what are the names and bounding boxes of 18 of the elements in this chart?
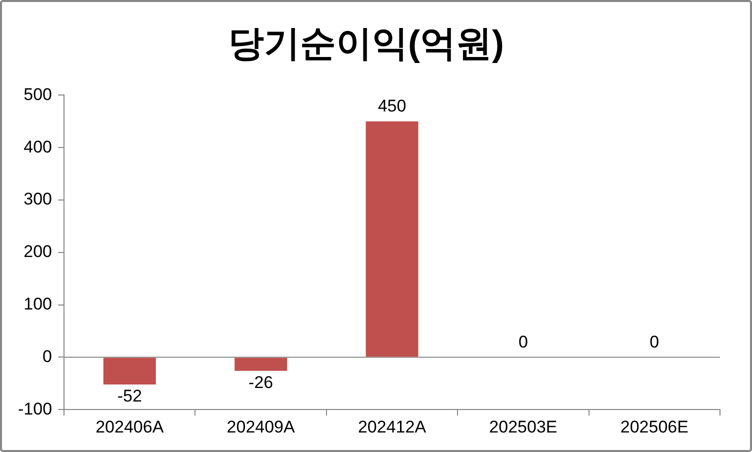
data-label: 450 (378, 96, 406, 116)
x-tick-label: 202409A (226, 417, 296, 436)
data-label: 0 (518, 332, 528, 352)
y-tick-label: 500 (24, 84, 52, 104)
x-tick-label: 202503E (489, 417, 558, 436)
y-tick-label: 300 (24, 190, 52, 209)
x-tick-label: 202412A (358, 417, 427, 436)
chart-title: 당기순이익(억원) (228, 22, 504, 64)
y-tick-label: 100 (24, 294, 52, 314)
y-tick-label: -100 (18, 399, 52, 418)
x-tick-label: 202506E (620, 417, 688, 436)
y-tick-label: 0 (42, 346, 52, 366)
data-label: 0 (650, 332, 660, 352)
data-label: -26 (248, 373, 274, 392)
y-tick-label: 200 (24, 242, 52, 262)
x-tick-label: 202406A (96, 417, 164, 436)
y-tick-label: 400 (24, 137, 52, 156)
data-label: -52 (117, 386, 142, 406)
